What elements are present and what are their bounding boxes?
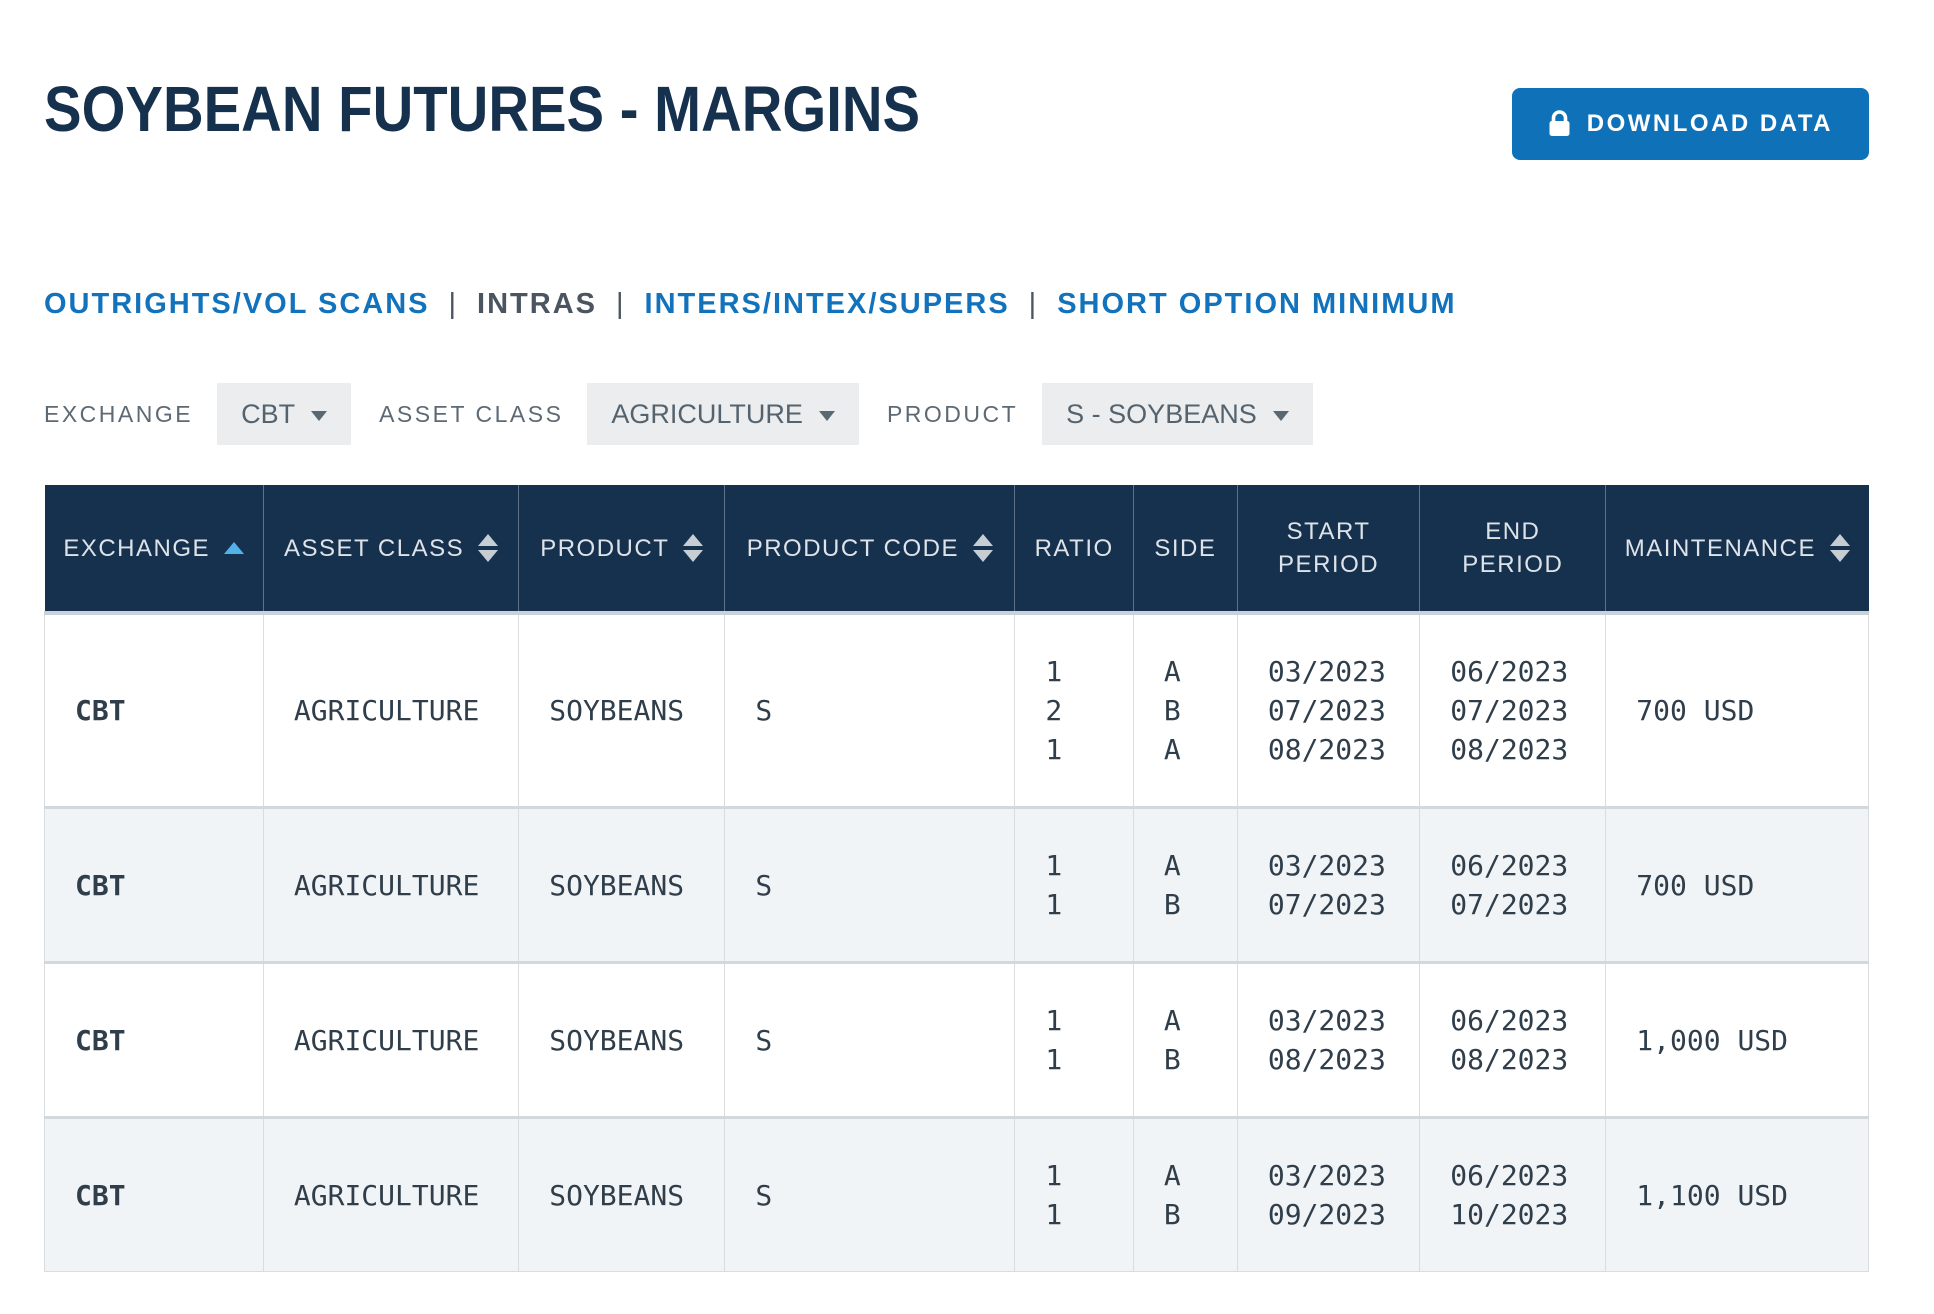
page-title: SOYBEAN FUTURES - MARGINS bbox=[44, 73, 921, 145]
nav-link-outrights-vol-scans[interactable]: OUTRIGHTS/VOL SCANS bbox=[44, 288, 430, 320]
lock-icon bbox=[1548, 110, 1571, 138]
column-header-product-code[interactable]: PRODUCT CODE bbox=[724, 485, 1016, 615]
table-row: CBT AGRICULTURE SOYBEANS S 1 1 A B 03/2023 08/202… bbox=[44, 961, 1869, 1118]
margins-nav: OUTRIGHTS/VOL SCANS | INTRAS | INTERS/IN… bbox=[44, 288, 1869, 321]
column-label-side: SIDE bbox=[1154, 534, 1217, 562]
cell-asset-class: AGRICULTURE bbox=[262, 1116, 520, 1272]
cell-asset-class: AGRICULTURE bbox=[262, 806, 520, 963]
column-header-product[interactable]: PRODUCT bbox=[518, 485, 726, 615]
product-filter-label: PRODUCT bbox=[886, 400, 1019, 427]
sort-up-down-icon bbox=[478, 534, 499, 562]
cell-end-period: 06/2023 07/2023 bbox=[1419, 806, 1607, 963]
cell-maintenance: 1,000 USD bbox=[1605, 961, 1869, 1118]
nav-link-short-option-minimum[interactable]: SHORT OPTION MINIMUM bbox=[1057, 288, 1457, 320]
download-data-button[interactable]: DOWNLOAD DATA bbox=[1511, 88, 1869, 160]
column-header-side: SIDE bbox=[1132, 485, 1238, 615]
exchange-dropdown-value: CBT bbox=[241, 398, 296, 429]
column-header-maintenance[interactable]: MAINTENANCE bbox=[1605, 485, 1869, 615]
sort-up-down-icon bbox=[683, 534, 704, 562]
table-header-row: EXCHANGE ASSET CLASS PRODUCT PRODUCT CODE RA… bbox=[44, 485, 1869, 615]
cell-asset-class: AGRICULTURE bbox=[262, 961, 520, 1118]
cell-exchange: CBT bbox=[44, 613, 264, 808]
nav-link-inters-intex-supers[interactable]: INTERS/INTEX/SUPERS bbox=[644, 288, 1010, 320]
chevron-down-icon bbox=[818, 410, 835, 421]
table-row: CBT AGRICULTURE SOYBEANS S 1 2 1 A B A 03/2023 07/2… bbox=[44, 613, 1869, 808]
cell-exchange: CBT bbox=[44, 806, 264, 963]
exchange-filter-label: EXCHANGE bbox=[44, 400, 194, 427]
cell-start-period: 03/2023 07/2023 08/2023 bbox=[1236, 613, 1421, 808]
download-data-label: DOWNLOAD DATA bbox=[1586, 110, 1833, 137]
filter-bar: EXCHANGE CBT ASSET CLASS AGRICULTURE PRO… bbox=[44, 383, 1869, 445]
column-header-ratio: RATIO bbox=[1014, 485, 1134, 615]
sort-up-down-icon bbox=[972, 534, 993, 562]
table-row: CBT AGRICULTURE SOYBEANS S 1 1 A B 03/2023 09/202… bbox=[44, 1116, 1869, 1272]
column-label-maintenance: MAINTENANCE bbox=[1624, 534, 1816, 562]
sort-up-icon bbox=[224, 542, 245, 554]
column-label-product-code: PRODUCT CODE bbox=[746, 534, 959, 562]
cell-asset-class: AGRICULTURE bbox=[262, 613, 520, 808]
asset-class-dropdown-value: AGRICULTURE bbox=[611, 398, 803, 429]
table-row: CBT AGRICULTURE SOYBEANS S 1 1 A B 03/2023 07/202… bbox=[44, 806, 1869, 963]
nav-separator: | bbox=[448, 288, 459, 320]
cell-product-code: S bbox=[724, 961, 1016, 1118]
nav-separator: | bbox=[1028, 288, 1039, 320]
cell-exchange: CBT bbox=[44, 961, 264, 1118]
chevron-down-icon bbox=[1272, 410, 1289, 421]
cell-start-period: 03/2023 09/2023 bbox=[1236, 1116, 1421, 1272]
cell-product-code: S bbox=[724, 1116, 1016, 1272]
column-header-exchange[interactable]: EXCHANGE bbox=[44, 485, 264, 615]
cell-end-period: 06/2023 10/2023 bbox=[1419, 1116, 1607, 1272]
column-label-end-period: END PERIOD bbox=[1462, 518, 1564, 578]
column-label-ratio: RATIO bbox=[1034, 534, 1114, 562]
cell-exchange: CBT bbox=[44, 1116, 264, 1272]
column-label-exchange: EXCHANGE bbox=[63, 534, 211, 562]
product-dropdown[interactable]: S - SOYBEANS bbox=[1042, 383, 1313, 445]
cell-product: SOYBEANS bbox=[518, 806, 726, 963]
sort-up-down-icon bbox=[1829, 534, 1850, 562]
margins-table: EXCHANGE ASSET CLASS PRODUCT PRODUCT CODE RA… bbox=[44, 485, 1869, 1272]
cell-end-period: 06/2023 08/2023 bbox=[1419, 961, 1607, 1118]
nav-tab-intras-active[interactable]: INTRAS bbox=[477, 288, 597, 320]
cell-maintenance: 700 USD bbox=[1605, 613, 1869, 808]
column-header-end-period: END PERIOD bbox=[1419, 485, 1607, 615]
column-header-start-period: START PERIOD bbox=[1236, 485, 1421, 615]
cell-start-period: 03/2023 08/2023 bbox=[1236, 961, 1421, 1118]
cell-product: SOYBEANS bbox=[518, 1116, 726, 1272]
cell-product-code: S bbox=[724, 806, 1016, 963]
page-header: SOYBEAN FUTURES - MARGINS DOWNLOAD DATA bbox=[44, 72, 1869, 160]
asset-class-dropdown[interactable]: AGRICULTURE bbox=[587, 383, 859, 445]
chevron-down-icon bbox=[311, 410, 328, 421]
exchange-dropdown[interactable]: CBT bbox=[217, 383, 352, 445]
nav-separator: | bbox=[616, 288, 626, 320]
column-header-asset-class[interactable]: ASSET CLASS bbox=[262, 485, 520, 615]
cell-product: SOYBEANS bbox=[518, 961, 726, 1118]
cell-end-period: 06/2023 07/2023 08/2023 bbox=[1419, 613, 1607, 808]
cell-start-period: 03/2023 07/2023 bbox=[1236, 806, 1421, 963]
cell-maintenance: 1,100 USD bbox=[1605, 1116, 1869, 1272]
cell-product: SOYBEANS bbox=[518, 613, 726, 808]
column-label-asset-class: ASSET CLASS bbox=[283, 534, 465, 562]
cell-maintenance: 700 USD bbox=[1605, 806, 1869, 963]
column-label-start-period: START PERIOD bbox=[1278, 518, 1380, 578]
cell-product-code: S bbox=[724, 613, 1016, 808]
product-dropdown-value: S - SOYBEANS bbox=[1066, 398, 1257, 429]
asset-class-filter-label: ASSET CLASS bbox=[379, 400, 564, 427]
column-label-product: PRODUCT bbox=[540, 534, 670, 562]
